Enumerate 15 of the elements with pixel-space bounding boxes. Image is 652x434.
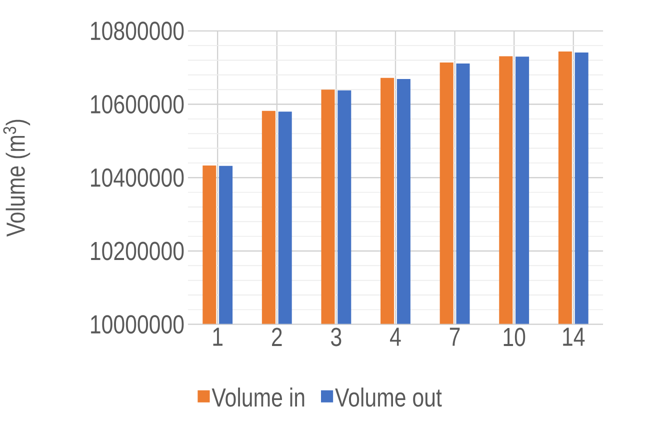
x-tick-label: 14 [563, 328, 585, 346]
y-tick-label: 10400000 [91, 168, 184, 187]
legend-label: Volume in [212, 387, 304, 406]
legend-label: Volume out [335, 387, 442, 406]
x-tick-label: 7 [450, 328, 460, 346]
x-tick-label: 4 [390, 328, 401, 346]
y-tick-label: 10800000 [91, 21, 184, 40]
y-tick-label: 10200000 [91, 242, 184, 260]
y-tick-label: 10600000 [91, 94, 184, 114]
y-tick-label: 10000000 [91, 314, 184, 334]
y-axis-title: Volume (m$^{3}$) [3, 120, 30, 236]
x-tick-label: 10 [504, 328, 526, 346]
x-tick-label: 1 [213, 328, 222, 346]
x-tick-label: 3 [331, 328, 342, 346]
x-tick-label: 2 [272, 328, 282, 346]
